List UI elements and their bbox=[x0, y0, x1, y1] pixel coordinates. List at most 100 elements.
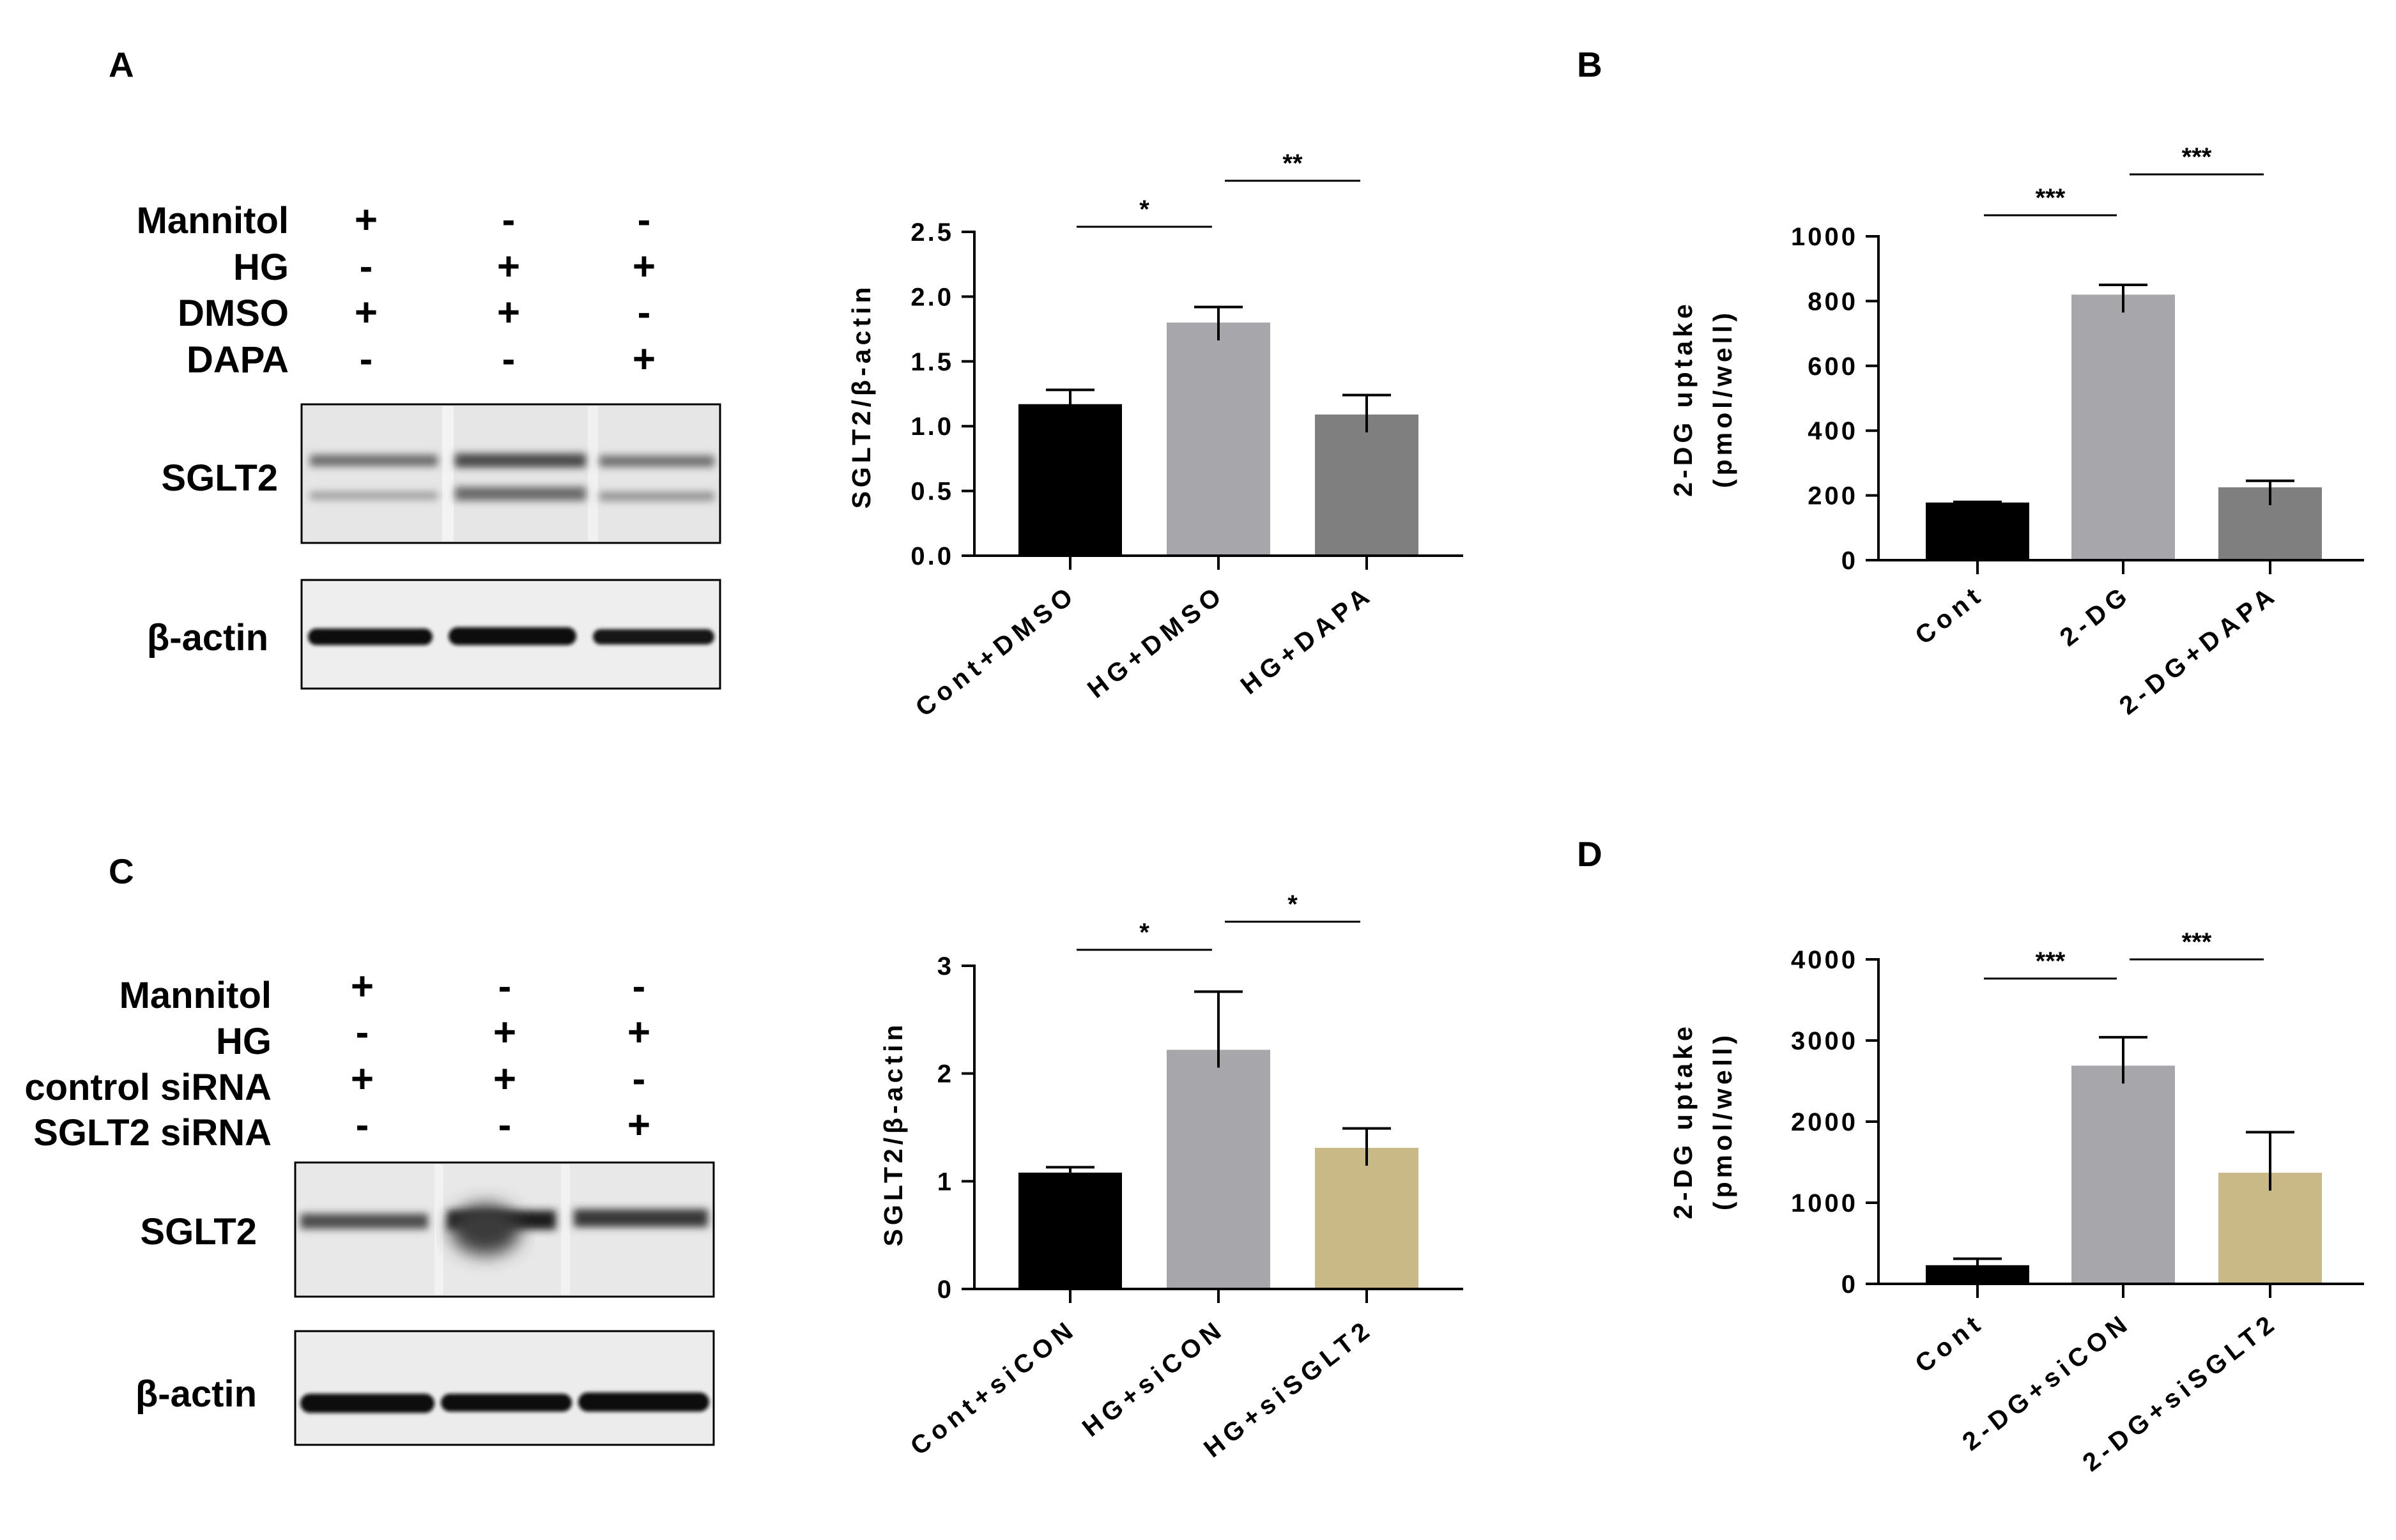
y-tick-label: 0 bbox=[1841, 547, 1858, 575]
y-tick-label: 1000 bbox=[1791, 1189, 1858, 1217]
y-axis-label: SGLT2/β-actin bbox=[879, 1021, 908, 1247]
condition-sign: + bbox=[627, 1103, 650, 1147]
condition-sign: + bbox=[627, 1010, 650, 1055]
condition-sign: + bbox=[351, 964, 374, 1009]
condition-label: HG bbox=[216, 1021, 272, 1062]
significance-label: ** bbox=[1282, 149, 1303, 178]
condition-sign: - bbox=[633, 1057, 646, 1101]
category-label: 2-DG bbox=[2055, 579, 2137, 652]
chart-b-marks: 0 200 400 600 800 1000 *** *** bbox=[1791, 143, 2364, 575]
panel-c-conditions: Mannitol HG control siRNA SGLT2 siRNA + … bbox=[24, 964, 650, 1154]
significance-label: *** bbox=[2036, 947, 2066, 975]
panel-a-blots: SGLT2 β-actin bbox=[147, 403, 721, 690]
blot-label-beta-actin: β-actin bbox=[135, 1373, 257, 1415]
condition-sign: - bbox=[633, 964, 646, 1009]
panel-b-letter: B bbox=[1577, 45, 1602, 84]
blot-label-sglt2: SGLT2 bbox=[161, 457, 278, 499]
category-label: HG+DMSO bbox=[1082, 579, 1230, 703]
blot-label-beta-actin: β-actin bbox=[147, 617, 268, 659]
panel-a-letter: A bbox=[109, 45, 134, 84]
y-tick-label: 2.5 bbox=[910, 218, 954, 247]
chart-a-sglt2-expression: SGLT2/β-actin 0.00.51.01.52.02.5*** Cont… bbox=[847, 149, 1463, 722]
blot-label-sglt2: SGLT2 bbox=[140, 1211, 257, 1253]
y-tick-label: 1.0 bbox=[910, 413, 954, 441]
condition-label: Mannitol bbox=[137, 200, 289, 241]
y-tick-label: 2.0 bbox=[910, 283, 954, 311]
y-tick-label: 2000 bbox=[1791, 1108, 1858, 1136]
panel-c-letter: C bbox=[109, 851, 134, 891]
category-label: HG+DAPA bbox=[1236, 579, 1379, 699]
condition-sign: + bbox=[633, 337, 656, 381]
condition-sign: - bbox=[360, 337, 373, 381]
significance-label: *** bbox=[2182, 928, 2212, 956]
category-label: HG+siCON bbox=[1077, 1314, 1231, 1442]
condition-sign: - bbox=[356, 1010, 369, 1055]
significance-label: * bbox=[1139, 195, 1149, 224]
condition-label: SGLT2 siRNA bbox=[33, 1112, 272, 1154]
category-label: 2-DG+DAPA bbox=[2114, 579, 2284, 720]
y-tick-label: 0 bbox=[937, 1276, 954, 1304]
significance-label: * bbox=[1139, 919, 1149, 947]
condition-sign: - bbox=[498, 1103, 512, 1147]
y-tick-label: 600 bbox=[1808, 353, 1858, 381]
y-tick-label: 800 bbox=[1808, 287, 1858, 316]
condition-label: control siRNA bbox=[24, 1067, 272, 1108]
y-tick-label: 3000 bbox=[1791, 1027, 1858, 1055]
condition-sign: - bbox=[638, 198, 651, 242]
bar bbox=[1315, 414, 1418, 556]
condition-sign: - bbox=[638, 291, 651, 335]
condition-sign: - bbox=[498, 964, 512, 1009]
condition-sign: - bbox=[502, 337, 516, 381]
y-axis-label: SGLT2/β-actin bbox=[847, 284, 876, 509]
condition-sign: + bbox=[497, 245, 520, 289]
bar bbox=[1018, 1172, 1122, 1289]
condition-sign: + bbox=[493, 1010, 516, 1055]
y-axis-label-line1: 2-DG uptake bbox=[1668, 1023, 1698, 1219]
significance-label: * bbox=[1287, 890, 1298, 919]
condition-label: DAPA bbox=[187, 339, 289, 381]
panel-d-letter: D bbox=[1577, 834, 1602, 874]
y-tick-label: 2 bbox=[937, 1060, 954, 1088]
condition-sign: + bbox=[355, 198, 378, 242]
blot-image-sglt2 bbox=[294, 1161, 715, 1298]
blot-image-beta-actin bbox=[300, 579, 721, 690]
condition-label: DMSO bbox=[178, 293, 289, 334]
y-tick-label: 1 bbox=[937, 1168, 954, 1196]
condition-sign: - bbox=[502, 198, 516, 242]
y-tick-label: 4000 bbox=[1791, 946, 1858, 974]
bar bbox=[1018, 404, 1122, 556]
category-label: Cont+DMSO bbox=[910, 579, 1082, 722]
y-axis-label-line2: (pmol/well) bbox=[1708, 1032, 1737, 1210]
condition-sign: + bbox=[351, 1057, 374, 1101]
chart-b-2dg-uptake: 2-DG uptake (pmol/well) 0 200 400 600 800 100… bbox=[1668, 143, 2364, 720]
y-axis-label-line2: (pmol/well) bbox=[1708, 309, 1737, 488]
y-axis-label-line1: 2-DG uptake bbox=[1668, 300, 1698, 497]
condition-sign: + bbox=[497, 291, 520, 335]
y-tick-label: 0.5 bbox=[910, 478, 954, 506]
condition-sign: + bbox=[633, 245, 656, 289]
condition-sign: + bbox=[355, 291, 378, 335]
significance-label: *** bbox=[2182, 143, 2212, 171]
y-tick-label: 3 bbox=[937, 952, 954, 980]
chart-c-marks: 0 1 2 3 * * bbox=[937, 890, 1463, 1304]
chart-c-sglt2-expression: SGLT2/β-actin 0 1 2 3 * * Cont+siCON HG+siCON… bbox=[879, 890, 1463, 1463]
bar bbox=[1167, 1049, 1270, 1289]
category-label: Cont bbox=[1910, 1307, 1989, 1378]
blot-image-sglt2 bbox=[300, 403, 721, 544]
chart-d-marks: 0 1000 2000 3000 4000 *** *** bbox=[1791, 928, 2364, 1299]
bar bbox=[2071, 294, 2175, 560]
bar bbox=[2218, 1173, 2322, 1284]
category-label: Cont+siCON bbox=[905, 1314, 1082, 1461]
condition-sign: - bbox=[360, 245, 373, 289]
y-tick-label: 0 bbox=[1841, 1270, 1858, 1299]
condition-sign: + bbox=[493, 1057, 516, 1101]
y-tick-label: 400 bbox=[1808, 417, 1858, 445]
y-tick-label: 1.5 bbox=[910, 348, 954, 376]
y-tick-label: 1000 bbox=[1791, 223, 1858, 251]
y-tick-label: 200 bbox=[1808, 482, 1858, 510]
blot-image-beta-actin bbox=[294, 1330, 715, 1446]
y-tick-label: 0.0 bbox=[910, 542, 954, 570]
condition-sign: - bbox=[356, 1103, 369, 1147]
condition-label: Mannitol bbox=[119, 975, 272, 1016]
